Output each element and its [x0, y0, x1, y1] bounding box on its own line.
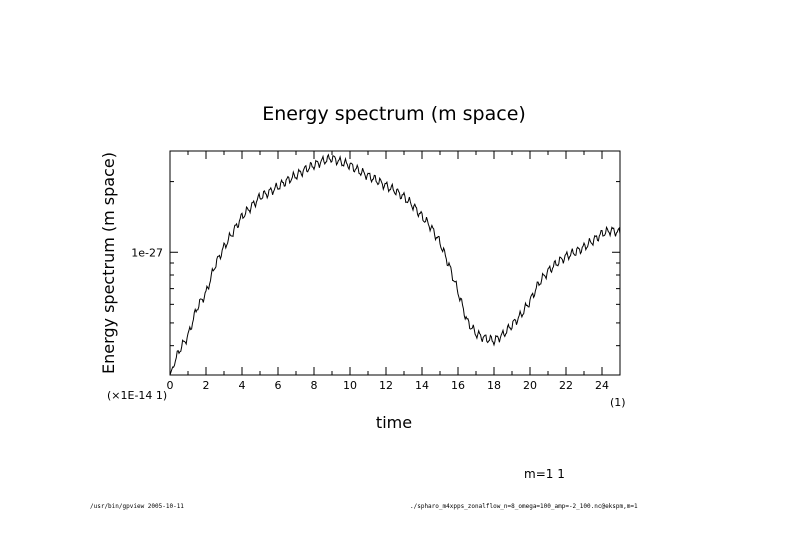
x-tick-label: 24: [595, 379, 609, 392]
x-tick-label: 2: [203, 379, 210, 392]
x-tick-label: 18: [487, 379, 501, 392]
x-tick-label: 14: [415, 379, 429, 392]
x-tick-label: 10: [343, 379, 357, 392]
x-tick-label: 8: [311, 379, 318, 392]
legend-label: m=1 1: [524, 467, 565, 481]
plot-frame: [169, 150, 621, 376]
x-tick-label: 20: [523, 379, 537, 392]
y-tick-label: 1e-27: [131, 246, 163, 259]
x-tick-label: 4: [239, 379, 246, 392]
x-scale-label: (1): [610, 396, 626, 409]
x-tick-label: 6: [275, 379, 282, 392]
x-axis-ticks: 0 2 4 6 8 10 12 14 16 18 20 22 24: [167, 151, 621, 392]
x-tick-label: 22: [559, 379, 573, 392]
x-tick-label: 0: [167, 379, 174, 392]
x-axis-label: time: [376, 413, 412, 432]
series-line-m1: [169, 153, 621, 376]
y-scale-label: (×1E-14 1): [107, 389, 167, 402]
chart-title: Energy spectrum (m space): [262, 103, 526, 125]
footer-right: ./spharo_m4xpps_zonalflow_n=8_omega=100_…: [410, 503, 638, 510]
footer-left: /usr/bin/gpview 2005-10-11: [90, 503, 184, 510]
x-tick-label: 16: [451, 379, 465, 392]
x-tick-label: 12: [379, 379, 393, 392]
y-axis-ticks: 1e-27: [131, 181, 620, 376]
y-axis-label: Energy spectrum (m space): [99, 152, 118, 374]
